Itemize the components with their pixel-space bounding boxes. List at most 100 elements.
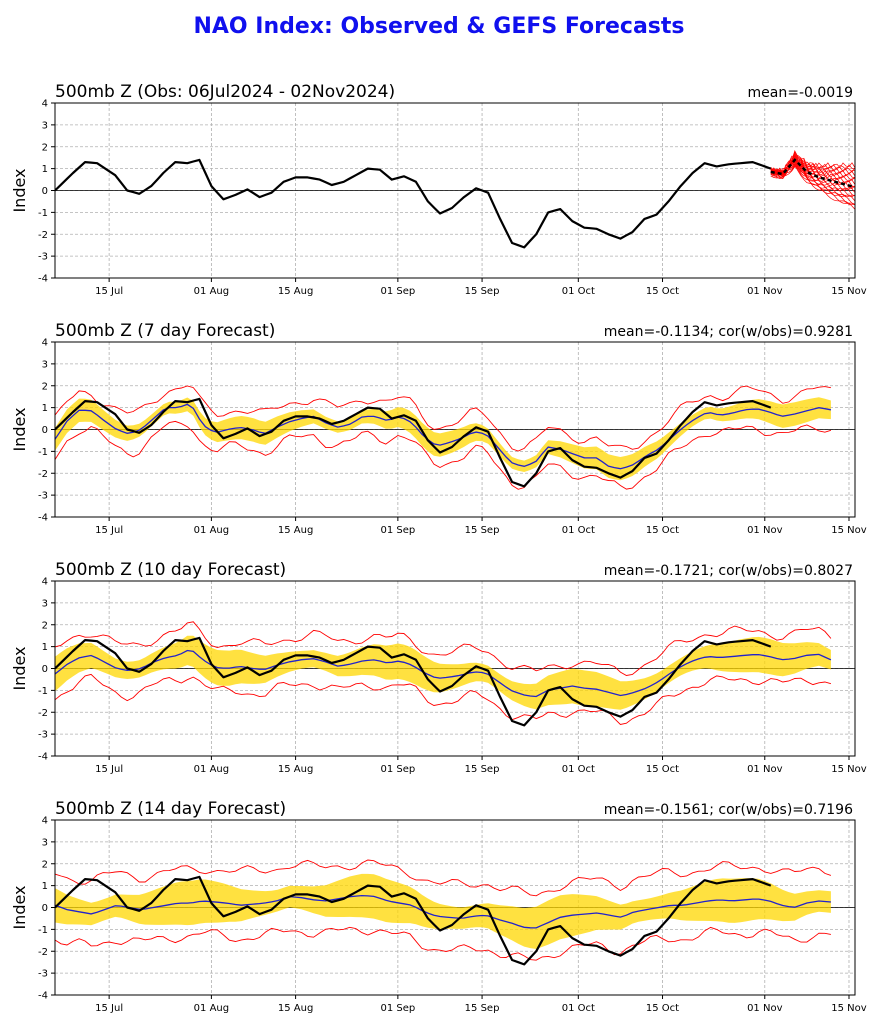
- x-tick-label: 15 Aug: [278, 525, 313, 536]
- y-tick-label: 3: [42, 598, 48, 609]
- x-tick-label: 01 Aug: [194, 286, 229, 297]
- y-tick-label: 3: [42, 837, 48, 848]
- observed-line: [55, 636, 772, 727]
- x-tick-label: 15 Oct: [646, 1003, 679, 1014]
- y-tick-label: 1: [42, 164, 48, 175]
- min-line: [55, 926, 831, 961]
- ensemble-member-line: [770, 161, 855, 202]
- y-tick-label: 1: [42, 403, 48, 414]
- figure-title: NAO Index: Observed & GEFS Forecasts: [193, 14, 685, 39]
- y-tick-label: -1: [38, 686, 48, 697]
- x-tick-label: 15 Nov: [831, 525, 867, 536]
- y-tick-label: -1: [38, 925, 48, 936]
- y-tick-label: 0: [42, 186, 48, 197]
- y-tick-label: 3: [42, 359, 48, 370]
- panel-stats: mean=-0.1134; cor(w/obs)=0.9281: [604, 324, 853, 340]
- y-tick-label: -3: [38, 730, 48, 741]
- max-line: [55, 859, 832, 897]
- x-tick-label: 15 Oct: [646, 286, 679, 297]
- x-tick-label: 15 Aug: [278, 1003, 313, 1014]
- y-tick-label: -4: [38, 274, 48, 285]
- y-axis-label: Index: [10, 168, 29, 212]
- x-tick-label: 15 Jul: [95, 1003, 123, 1014]
- x-tick-label: 01 Aug: [194, 525, 229, 536]
- ensemble-member-line: [770, 150, 855, 175]
- x-tick-label: 01 Aug: [194, 764, 229, 775]
- ensemble-member-line: [770, 158, 855, 194]
- y-tick-label: -3: [38, 491, 48, 502]
- panel-2: -4 -3 -2 -1 0 1 2 3 4 15 Jul 01 Aug 15 Aug 01 Sep 15 …: [10, 321, 867, 536]
- x-tick-label: 01 Sep: [380, 286, 415, 297]
- max-line: [55, 385, 831, 452]
- panel-3: -4 -3 -2 -1 0 1 2 3 4 15 Jul 01 Aug 15 Aug 01 Sep 15 …: [10, 560, 867, 775]
- x-tick-label: 01 Nov: [747, 1003, 783, 1014]
- x-tick-label: 01 Nov: [747, 764, 783, 775]
- panel-title: 500mb Z (7 day Forecast): [55, 321, 275, 341]
- x-tick-label: 15 Nov: [831, 764, 867, 775]
- panel-title: 500mb Z (10 day Forecast): [55, 560, 286, 580]
- x-tick-label: 01 Oct: [562, 764, 595, 775]
- panel-title: 500mb Z (Obs: 06Jul2024 - 02Nov2024): [55, 82, 395, 102]
- x-tick-label: 01 Oct: [562, 286, 595, 297]
- y-tick-label: 4: [42, 816, 48, 827]
- series-group: [55, 621, 832, 727]
- y-tick-label: 0: [42, 425, 48, 436]
- spread-band: [55, 873, 831, 949]
- y-tick-label: -4: [38, 752, 48, 763]
- ensemble-mean-line: [770, 158, 855, 189]
- x-tick-label: 15 Nov: [831, 1003, 867, 1014]
- y-tick-label: -4: [38, 513, 48, 524]
- series-group: [55, 150, 855, 249]
- observed-line: [55, 397, 772, 488]
- y-tick-label: 0: [42, 903, 48, 914]
- y-tick-label: 2: [42, 620, 48, 631]
- y-tick-label: 1: [42, 642, 48, 653]
- y-tick-label: -2: [38, 708, 48, 719]
- panel-stats: mean=-0.0019: [748, 85, 853, 101]
- forecast-mean-line: [55, 649, 832, 698]
- forecast-mean-line: [55, 403, 832, 470]
- min-line: [55, 420, 832, 490]
- observed-line: [55, 158, 772, 249]
- y-tick-label: -2: [38, 947, 48, 958]
- y-tick-label: -2: [38, 230, 48, 241]
- y-axis-label: Index: [10, 885, 29, 929]
- y-tick-label: -1: [38, 447, 48, 458]
- x-tick-label: 15 Sep: [465, 286, 500, 297]
- x-tick-label: 15 Sep: [465, 764, 500, 775]
- x-tick-label: 15 Jul: [95, 286, 123, 297]
- observed-line: [55, 875, 772, 966]
- x-tick-label: 15 Sep: [465, 1003, 500, 1014]
- x-tick-label: 15 Aug: [278, 764, 313, 775]
- panel-title: 500mb Z (14 day Forecast): [55, 799, 286, 819]
- panel-stats: mean=-0.1561; cor(w/obs)=0.7196: [604, 802, 853, 818]
- forecast-mean-line: [55, 894, 831, 929]
- y-tick-label: 2: [42, 859, 48, 870]
- y-tick-label: -1: [38, 208, 48, 219]
- y-tick-label: -3: [38, 252, 48, 263]
- y-tick-label: 4: [42, 577, 48, 588]
- x-tick-label: 01 Sep: [380, 764, 415, 775]
- y-axis-label: Index: [10, 646, 29, 690]
- x-tick-label: 01 Nov: [747, 525, 783, 536]
- x-tick-label: 15 Oct: [646, 764, 679, 775]
- min-line: [55, 673, 832, 725]
- x-tick-label: 15 Sep: [465, 525, 500, 536]
- y-tick-label: -2: [38, 469, 48, 480]
- panel-4: -4 -3 -2 -1 0 1 2 3 4 15 Jul 01 Aug 15 Aug 01 Sep 15 …: [10, 799, 867, 1014]
- x-tick-label: 01 Sep: [380, 525, 415, 536]
- y-tick-label: 0: [42, 664, 48, 675]
- max-line: [55, 621, 832, 676]
- series-group: [55, 385, 832, 490]
- x-tick-label: 01 Oct: [562, 525, 595, 536]
- x-tick-label: 15 Jul: [95, 525, 123, 536]
- x-tick-label: 15 Jul: [95, 764, 123, 775]
- x-tick-label: 01 Sep: [380, 1003, 415, 1014]
- x-tick-label: 01 Aug: [194, 1003, 229, 1014]
- y-tick-label: 2: [42, 142, 48, 153]
- y-tick-label: -4: [38, 991, 48, 1002]
- series-group: [55, 859, 832, 966]
- spread-band: [55, 397, 831, 481]
- x-tick-label: 15 Oct: [646, 525, 679, 536]
